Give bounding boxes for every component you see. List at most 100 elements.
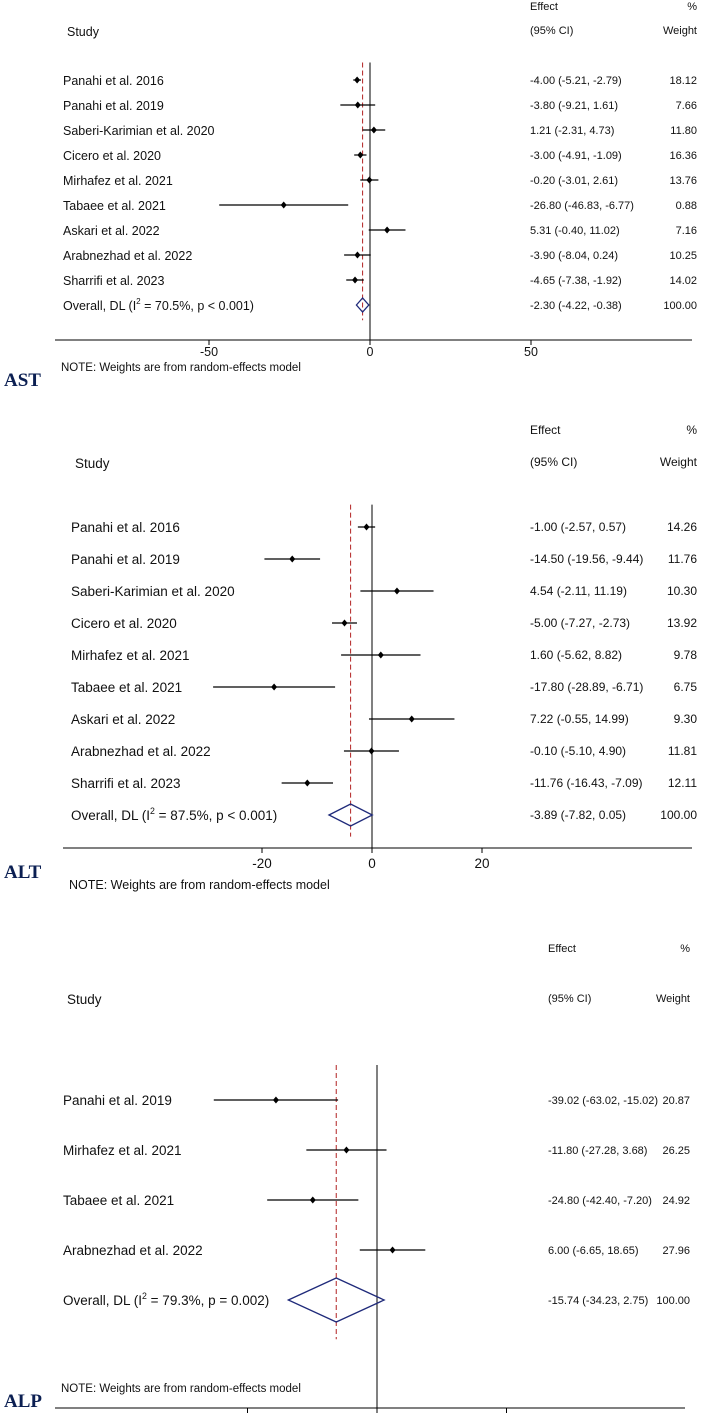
weight-value: 20.87 [662,1095,690,1107]
point-estimate [304,779,311,787]
header-weight: Weight [663,25,697,37]
effect-ci-value: -3.80 (-9.21, 1.61) [530,100,618,112]
model-note: NOTE: Weights are from random-effects mo… [61,1383,301,1395]
header-ci: (95% CI) [548,993,591,1005]
point-estimate [309,1196,316,1204]
study-name: Tabaee et al. 2021 [71,680,182,695]
x-tick-label: 0 [368,856,376,871]
weight-value: 7.66 [676,100,697,112]
x-tick-label: 50 [524,345,538,359]
header-percent: % [686,423,697,437]
point-estimate [354,76,361,84]
study-name: Tabaee et al. 2021 [63,1193,174,1208]
weight-value: 10.30 [667,584,697,598]
effect-ci-value: -26.80 (-46.83, -6.77) [530,200,634,212]
point-estimate [289,555,296,563]
effect-ci-value: -17.80 (-28.89, -6.71) [530,680,643,694]
forest-panel-alt: Effect % Study (95% CI) Weight -20 0 20 Panahi e… [4,423,698,892]
effect-ci-value: 1.21 (-2.31, 4.73) [530,125,614,137]
effect-ci-value: 4.54 (-2.11, 11.19) [530,584,627,598]
overall-effect-ci-value: -2.30 (-4.22, -0.38) [530,300,622,312]
header-percent: % [680,943,690,955]
overall-diamond [327,803,374,827]
point-estimate [272,1096,279,1104]
study-name: Arabnezhad et al. 2022 [63,1243,203,1258]
x-tick-label: 0 [367,345,374,359]
overall-effect-ci-value: -15.74 (-34.23, 2.75) [548,1295,648,1307]
point-estimate [280,201,287,209]
weight-value: 26.25 [662,1145,690,1157]
forest-panel-ast: Effect % Study (95% CI) Weight -50 0 50 Panahi e… [4,1,697,391]
header-study: Study [67,992,102,1007]
point-estimate [271,683,278,691]
weight-value: 9.30 [674,712,698,726]
model-note: NOTE: Weights are from random-effects mo… [61,362,301,374]
weight-value: 13.76 [669,175,697,187]
x-tick-label: -20 [252,856,272,871]
study-name: Saberi-Karimian et al. 2020 [71,584,235,599]
study-name: Cicero et al. 2020 [71,616,177,631]
study-name: Panahi et al. 2019 [63,99,164,113]
weight-value: 13.92 [667,616,697,630]
effect-ci-value: 7.22 (-0.55, 14.99) [530,712,629,726]
panel-label: AST [4,370,41,391]
study-name: Panahi et al. 2016 [71,520,180,535]
weight-value: 27.96 [662,1245,690,1257]
study-name: Arabnezhad et al. 2022 [71,744,211,759]
overall-weight-value: 100.00 [660,808,697,822]
point-estimate [354,101,361,109]
point-estimate [343,1146,350,1154]
weight-value: 0.88 [676,200,697,212]
study-name: Mirhafez et al. 2021 [71,648,190,663]
weight-value: 9.78 [674,648,698,662]
effect-ci-value: -39.02 (-63.02, -15.02) [548,1095,658,1107]
point-estimate [384,226,391,234]
study-name: Mirhafez et al. 2021 [63,1143,182,1158]
weight-value: 12.11 [668,776,697,790]
effect-ci-value: -3.90 (-8.04, 0.24) [530,250,618,262]
study-name: Saberi-Karimian et al. 2020 [63,124,215,138]
header-weight: Weight [660,455,698,469]
study-name: Panahi et al. 2016 [63,74,164,88]
point-estimate [368,747,375,755]
study-name: Panahi et al. 2019 [63,1093,172,1108]
overall-label: Overall, DL (I2 = 70.5%, p < 0.001) [63,297,254,313]
study-name: Sharrifi et al. 2023 [71,776,181,791]
header-effect: Effect [530,423,561,437]
effect-ci-value: -14.50 (-19.56, -9.44) [530,552,643,566]
effect-ci-value: -3.00 (-4.91, -1.09) [530,150,622,162]
effect-ci-value: -5.00 (-7.27, -2.73) [530,616,630,630]
overall-diamond [286,1277,386,1323]
panel-label: ALP [4,1391,42,1412]
point-estimate [393,587,400,595]
weight-value: 11.76 [668,552,697,566]
effect-ci-value: 5.31 (-0.40, 11.02) [530,225,620,237]
effect-ci-value: -1.00 (-2.57, 0.57) [530,520,626,534]
effect-ci-value: -4.65 (-7.38, -1.92) [530,275,622,287]
header-weight: Weight [656,993,690,1005]
overall-weight-value: 100.00 [656,1295,690,1307]
effect-ci-value: -0.10 (-5.10, 4.90) [530,744,626,758]
header-ci: (95% CI) [530,25,573,37]
weight-value: 14.26 [667,520,697,534]
study-name: Askari et al. 2022 [63,224,160,238]
study-name: Askari et al. 2022 [71,712,175,727]
effect-ci-value: -24.80 (-42.40, -7.20) [548,1195,652,1207]
weight-value: 6.75 [674,680,698,694]
study-name: Sharrifi et al. 2023 [63,274,164,288]
overall-weight-value: 100.00 [663,300,697,312]
panel-label: ALT [4,862,42,883]
study-name: Cicero et al. 2020 [63,149,161,163]
point-estimate [363,523,370,531]
model-note: NOTE: Weights are from random-effects mo… [69,878,330,892]
x-tick-label: 20 [474,856,489,871]
point-estimate [357,151,364,159]
weight-value: 16.36 [669,150,697,162]
overall-diamond [355,297,370,313]
effect-ci-value: -11.80 (-27.28, 3.68) [548,1145,647,1157]
point-estimate [341,619,348,627]
effect-ci-value: 6.00 (-6.65, 18.65) [548,1245,639,1257]
weight-value: 11.80 [670,125,697,137]
weight-value: 24.92 [662,1195,690,1207]
